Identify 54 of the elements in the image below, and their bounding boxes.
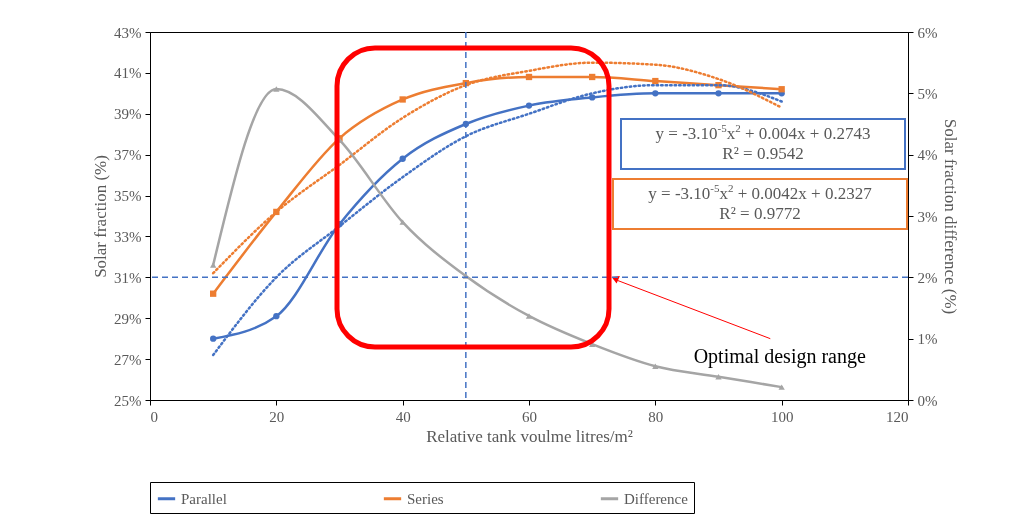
x-tick-label: 60: [522, 408, 537, 425]
y2-tick-label: 2%: [917, 269, 938, 286]
y2-tick-label: 3%: [917, 208, 938, 225]
point: [210, 335, 217, 342]
point: [652, 363, 659, 370]
x-tick-label: 100: [770, 408, 794, 425]
annotation: Optimal design range: [693, 344, 866, 368]
annotation: R² = 0.9542: [722, 144, 804, 163]
point: [210, 262, 217, 268]
point: [525, 102, 533, 109]
x-tick-label: 40: [395, 408, 411, 425]
point: [525, 73, 533, 81]
y-tick-label: 37%: [114, 147, 142, 164]
point: [589, 73, 596, 81]
legend-label: Difference: [624, 490, 689, 507]
y-tick-label: 33%: [114, 228, 142, 245]
point: [525, 313, 533, 319]
y-tick-label: 25%: [114, 392, 142, 409]
x-tick-label: 120: [886, 408, 909, 425]
point: [273, 86, 280, 92]
point: [399, 219, 406, 225]
annotation: R² = 0.9772: [719, 204, 801, 223]
y2-tick-label: 5%: [917, 85, 938, 102]
y-tick-label: 39%: [114, 106, 142, 123]
point: [778, 86, 785, 93]
y2-tick-label: 0%: [917, 392, 938, 409]
y-tick-label: 29%: [114, 310, 142, 327]
point: [399, 155, 406, 162]
point: [210, 290, 217, 297]
point: [589, 94, 596, 101]
annotation: y = -3.10$^{-5}$x$^{2}$ + 0.004x + 0.2743: [655, 122, 871, 143]
point: [652, 77, 659, 85]
y-tick-label: 41%: [114, 65, 142, 82]
y2-tick-label: 1%: [917, 331, 938, 348]
y-tick-label: 43%: [114, 24, 142, 41]
annotation: y = -3.10$^{-5}$x$^{2}$ + 0.0042x + 0.2327: [648, 182, 872, 203]
point: [399, 96, 406, 103]
point: [273, 313, 280, 320]
y-tick-label: 35%: [114, 188, 142, 205]
x-tick-label: 20: [269, 408, 285, 425]
x-axis-title: Relative tank voulme litres/m²: [426, 426, 633, 446]
legend-label: Series: [407, 490, 444, 507]
point: [778, 384, 785, 390]
x-tick-label: 0: [150, 408, 158, 425]
point: [715, 90, 722, 97]
y2-tick-label: 4%: [917, 147, 938, 164]
y2-tick-label: 6%: [917, 24, 938, 41]
y-tick-label: 27%: [114, 351, 142, 368]
y-tick-label: 31%: [114, 269, 142, 286]
y-axis-title: Solar fraction (%): [91, 155, 110, 278]
point: [652, 90, 659, 97]
legend-label: Parallel: [181, 490, 227, 507]
y2-axis-title: Solar fraction difference (%): [941, 118, 961, 315]
x-tick-label: 80: [648, 408, 664, 425]
